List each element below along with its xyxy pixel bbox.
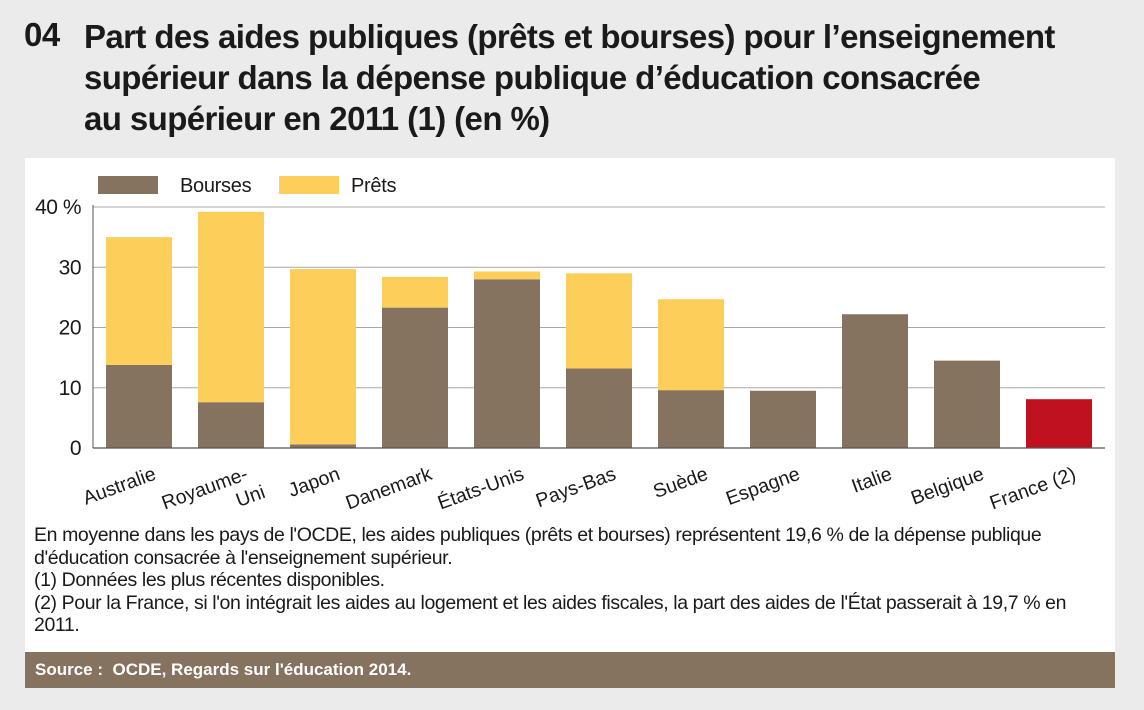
x-tick-label: Australie (80, 463, 159, 510)
x-tick-label: Italie (849, 463, 895, 498)
title-line: Part des aides publiques (prêts et bours… (84, 18, 1055, 55)
bar-prets (198, 211, 264, 403)
bar-prets (474, 271, 540, 280)
title-line: supérieur dans la dépense publique d’édu… (84, 59, 981, 96)
x-tick-label-line: Pays-Bas (533, 463, 619, 512)
bar-prets (106, 237, 172, 365)
x-tick-label: Japon (285, 463, 342, 502)
bar-bourses (658, 390, 724, 448)
bar-bourses (198, 402, 264, 448)
x-tick-label: Pays-Bas (533, 463, 619, 512)
source-bar: Source : OCDE, Regards sur l'éducation 2… (25, 652, 1115, 688)
x-tick-label: Belgique (908, 463, 987, 510)
chart-notes: En moyenne dans les pays de l'OCDE, les … (34, 524, 1104, 637)
y-tick-label: 20 (59, 317, 81, 340)
bar-bourses (934, 360, 1000, 448)
title-line: au supérieur en 2011 (1) (en %) (84, 100, 550, 137)
source-text: OCDE, Regards sur l'éducation 2014. (112, 660, 412, 679)
x-tick-label: États-Unis (434, 462, 527, 514)
figure-number: 04 (24, 16, 60, 53)
x-tick-label-line: Suède (650, 463, 711, 503)
bar-bourses (750, 390, 816, 448)
page-title: Part des aides publiques (prêts et bours… (84, 16, 1124, 139)
x-tick-label-line: Australie (80, 463, 159, 510)
x-tick-label-line: Japon (285, 463, 342, 502)
x-tick-label: Danemark (343, 463, 435, 515)
x-tick-label: France (2) (987, 463, 1079, 514)
x-tick-label-line: Italie (849, 463, 895, 498)
bar-bourses (1026, 399, 1092, 448)
bar-prets (658, 299, 724, 391)
x-tick-label-line: États-Unis (434, 462, 527, 514)
bar-bourses (106, 364, 172, 448)
x-tick-label: Espagne (723, 463, 803, 510)
bar-bourses (290, 444, 356, 448)
bar-bourses (566, 368, 632, 448)
bar-bourses (382, 307, 448, 448)
y-tick-label: 30 (59, 256, 81, 279)
x-tick-label-line: Belgique (908, 463, 987, 510)
x-tick-label-line: Danemark (343, 463, 435, 515)
y-tick-label: 10 (59, 377, 81, 400)
legend-label-prets: Prêts (351, 175, 396, 197)
bar-prets (290, 269, 356, 445)
bar-bourses (474, 279, 540, 448)
x-tick-label: Royaume-Uni (159, 463, 268, 514)
note-average: En moyenne dans les pays de l'OCDE, les … (34, 524, 1042, 569)
note-2: (2) Pour la France, si l'on intégrait le… (34, 591, 1067, 637)
x-tick-label-line: France (2) (987, 463, 1079, 514)
y-tick-label: 0 (70, 437, 81, 460)
x-tick-label: Suède (650, 463, 711, 503)
legend-label-bourses: Bourses (180, 175, 252, 197)
source-label: Source : (35, 660, 104, 679)
bar-prets (566, 273, 632, 369)
legend-swatch-bourses (98, 176, 158, 194)
bar-chart: 0 10 20 30 40 % Australie Royaume-Uni Japon Dane… (35, 175, 1105, 515)
legend-swatch-prets (279, 176, 339, 194)
bar-bourses (842, 314, 908, 448)
x-tick-label-line: Espagne (723, 463, 803, 510)
chart-panel: 0 10 20 30 40 % Australie Royaume- Uni Japon Dane… (25, 158, 1115, 652)
y-tick-label: 40 % (35, 196, 81, 219)
note-1: (1) Données les plus récentes disponible… (34, 569, 385, 591)
bar-prets (382, 276, 448, 308)
